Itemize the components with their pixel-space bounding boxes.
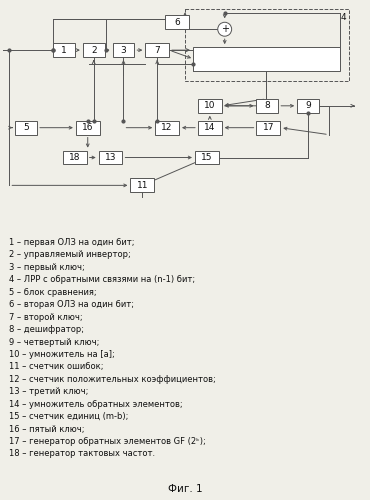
Bar bbox=[195, 150, 219, 164]
Text: 12 – счетчик положительных коэффициентов;: 12 – счетчик положительных коэффициентов… bbox=[9, 375, 216, 384]
Text: 9 – четвертый ключ;: 9 – четвертый ключ; bbox=[9, 338, 100, 346]
Bar bbox=[193, 47, 340, 71]
Text: 11 – счетчик ошибок;: 11 – счетчик ошибок; bbox=[9, 362, 104, 372]
Text: 5 – блок сравнения;: 5 – блок сравнения; bbox=[9, 288, 97, 297]
Circle shape bbox=[218, 22, 232, 36]
Text: 10 – умножитель на [a];: 10 – умножитель на [a]; bbox=[9, 350, 115, 359]
Text: +: + bbox=[221, 24, 229, 34]
Text: 1: 1 bbox=[61, 46, 67, 54]
Text: 4: 4 bbox=[340, 14, 346, 22]
Bar bbox=[83, 43, 105, 57]
Bar bbox=[256, 99, 278, 113]
Text: 2: 2 bbox=[91, 46, 97, 54]
Text: 16 – пятый ключ;: 16 – пятый ключ; bbox=[9, 424, 85, 434]
Bar bbox=[76, 120, 100, 134]
Text: 14: 14 bbox=[204, 123, 215, 132]
Bar bbox=[53, 43, 75, 57]
Text: 13 – третий ключ;: 13 – третий ключ; bbox=[9, 387, 89, 396]
Text: 16: 16 bbox=[82, 123, 94, 132]
Text: 5: 5 bbox=[23, 123, 29, 132]
Text: 3 – первый ключ;: 3 – первый ключ; bbox=[9, 263, 85, 272]
Text: 18: 18 bbox=[69, 153, 81, 162]
Text: 15 – счетчик единиц (m-b);: 15 – счетчик единиц (m-b); bbox=[9, 412, 129, 421]
Text: 14 – умножитель обратных элементов;: 14 – умножитель обратных элементов; bbox=[9, 400, 183, 408]
Text: 6: 6 bbox=[174, 18, 180, 27]
Text: 9: 9 bbox=[305, 102, 311, 110]
Text: 12: 12 bbox=[161, 123, 173, 132]
Text: 2 – управляемый инвертор;: 2 – управляемый инвертор; bbox=[9, 250, 131, 260]
Text: 4 – ЛРР с обратными связями на (n-1) бит;: 4 – ЛРР с обратными связями на (n-1) бит… bbox=[9, 276, 195, 284]
Text: 13: 13 bbox=[105, 153, 116, 162]
Text: 15: 15 bbox=[201, 153, 213, 162]
Text: 7 – второй ключ;: 7 – второй ключ; bbox=[9, 312, 83, 322]
Text: 11: 11 bbox=[137, 181, 148, 190]
Bar bbox=[15, 120, 37, 134]
Bar bbox=[256, 120, 280, 134]
Bar bbox=[99, 150, 122, 164]
Bar bbox=[130, 178, 154, 192]
Text: 6 – вторая ОЛЗ на один бит;: 6 – вторая ОЛЗ на один бит; bbox=[9, 300, 134, 309]
Bar bbox=[112, 43, 134, 57]
Text: 17: 17 bbox=[263, 123, 274, 132]
Bar bbox=[198, 99, 222, 113]
Bar bbox=[185, 10, 349, 81]
Bar bbox=[165, 16, 189, 29]
Text: 1 – первая ОЛЗ на один бит;: 1 – первая ОЛЗ на один бит; bbox=[9, 238, 135, 247]
Text: Фиг. 1: Фиг. 1 bbox=[168, 484, 202, 494]
Text: 3: 3 bbox=[121, 46, 126, 54]
Bar bbox=[145, 43, 169, 57]
Text: 18 – генератор тактовых частот.: 18 – генератор тактовых частот. bbox=[9, 450, 155, 458]
Text: 8 – дешифратор;: 8 – дешифратор; bbox=[9, 325, 84, 334]
Bar bbox=[155, 120, 179, 134]
Bar bbox=[63, 150, 87, 164]
Text: 17 – генератор обратных элементов GF (2ᵏ);: 17 – генератор обратных элементов GF (2ᵏ… bbox=[9, 437, 206, 446]
Text: 7: 7 bbox=[154, 46, 160, 54]
Bar bbox=[198, 120, 222, 134]
Text: 8: 8 bbox=[265, 102, 270, 110]
Text: 10: 10 bbox=[204, 102, 216, 110]
Bar bbox=[297, 99, 319, 113]
